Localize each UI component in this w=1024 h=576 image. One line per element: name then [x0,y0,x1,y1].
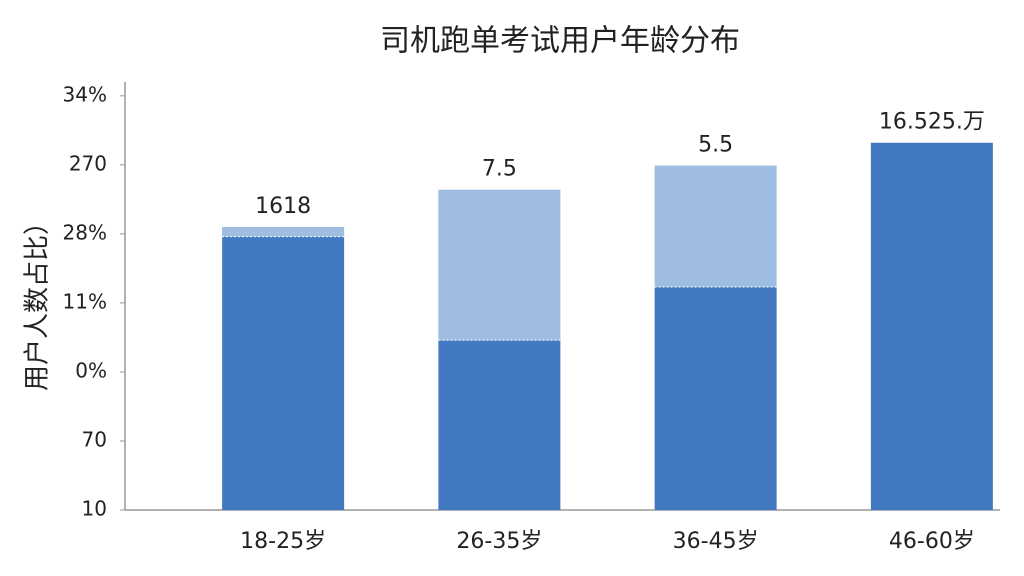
y-tick-label: 0% [75,358,107,382]
x-tick-label: 46-60岁 [889,529,975,554]
annotation: 7.5 [482,157,517,182]
y-tick-label: 28% [63,220,107,244]
chart-title: 司机跑单考试用户年龄分布 [380,24,740,59]
y-axis-label: 用户人数占比） [23,209,53,391]
bar-segment [438,189,561,341]
y-tick-label: 11% [63,289,107,313]
bar-segment [438,340,561,510]
bar-segment [654,287,777,510]
y-tick-label: 270 [69,151,107,175]
y-tick-label: 70 [82,427,107,451]
x-tick-label: 36-45岁 [673,529,759,554]
annotation: 5.5 [698,133,733,158]
bar-segment [870,142,993,510]
x-tick-label: 18-25岁 [240,529,326,554]
annotation: 1618 [255,194,311,219]
bar-segment [654,165,777,288]
bar-segment [222,226,345,237]
annotation: 16.525.万 [879,110,985,135]
y-tick-label: 34% [63,82,107,106]
x-tick-label: 26-35岁 [456,529,542,554]
bar-segment [222,236,345,510]
y-tick-label: 10 [82,497,107,521]
